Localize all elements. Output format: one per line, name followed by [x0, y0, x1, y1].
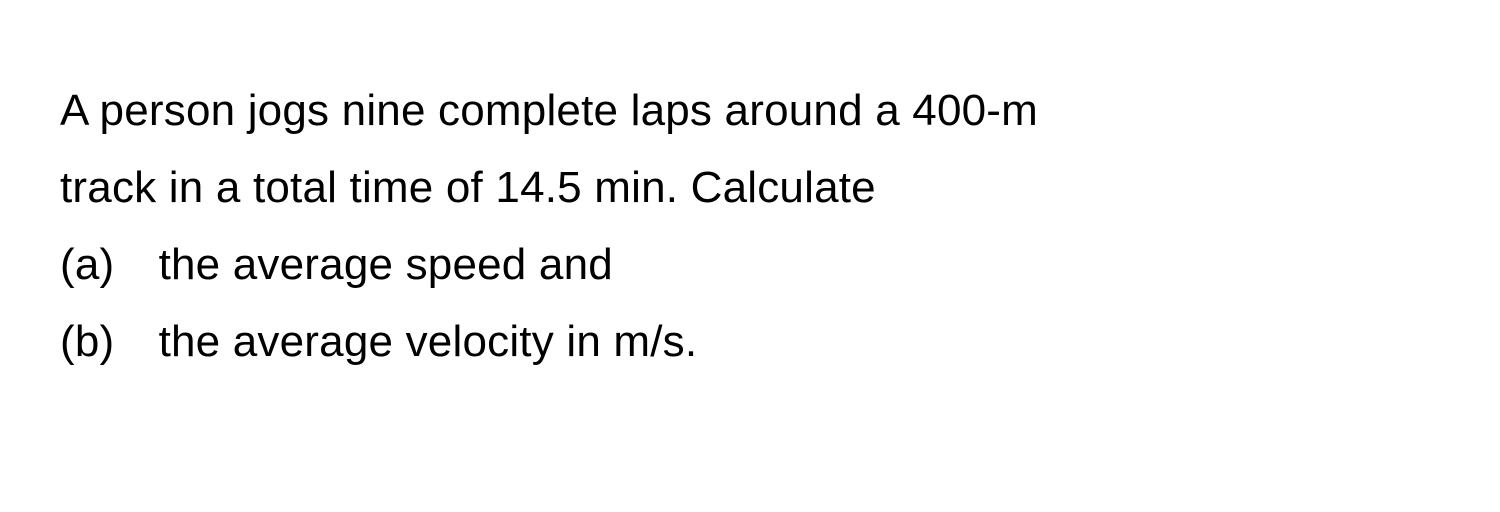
part-b: (b) the average velocity in m/s.: [60, 303, 1440, 380]
problem-page: A person jogs nine complete laps around …: [0, 0, 1500, 512]
intro-line-1: A person jogs nine complete laps around …: [60, 72, 1440, 149]
intro-line-2: track in a total time of 14.5 min. Calcu…: [60, 149, 1440, 226]
part-a: (a) the average speed and: [60, 226, 1440, 303]
problem-text-block: A person jogs nine complete laps around …: [60, 72, 1440, 380]
